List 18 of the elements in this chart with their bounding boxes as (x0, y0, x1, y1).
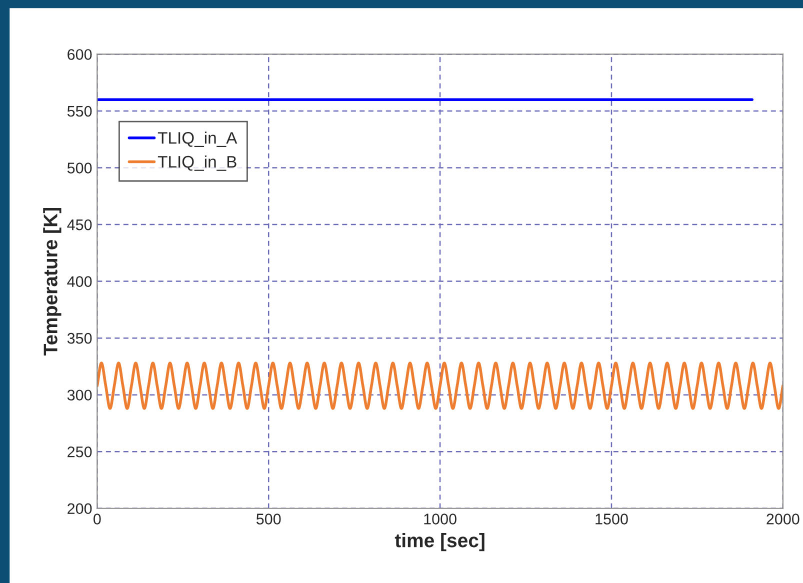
y-tick-label: 550 (67, 106, 92, 117)
y-tick-label: 500 (67, 162, 92, 174)
y-tick-label: 450 (67, 219, 92, 230)
y-tick-label: 300 (67, 390, 92, 401)
x-axis-title: time [sec] (394, 533, 484, 552)
y-tick-label: 600 (68, 49, 92, 60)
x-tick-label: 0 (94, 514, 101, 524)
legend-label: TLIQ_in_B (158, 155, 236, 171)
y-tick-label: 400 (67, 276, 92, 287)
legend-label: TLIQ_in_A (158, 132, 238, 147)
x-tick-label: 1000 (424, 514, 456, 524)
y-tick-label: 200 (68, 503, 92, 514)
x-tick-label: 1500 (596, 514, 628, 524)
y-tick-label: 250 (68, 446, 92, 458)
x-tick-label: 2000 (766, 514, 800, 524)
y-axis-title: Temperature [K] (43, 208, 62, 356)
x-tick-label: 500 (256, 514, 281, 524)
y-tick-label: 350 (67, 332, 92, 344)
